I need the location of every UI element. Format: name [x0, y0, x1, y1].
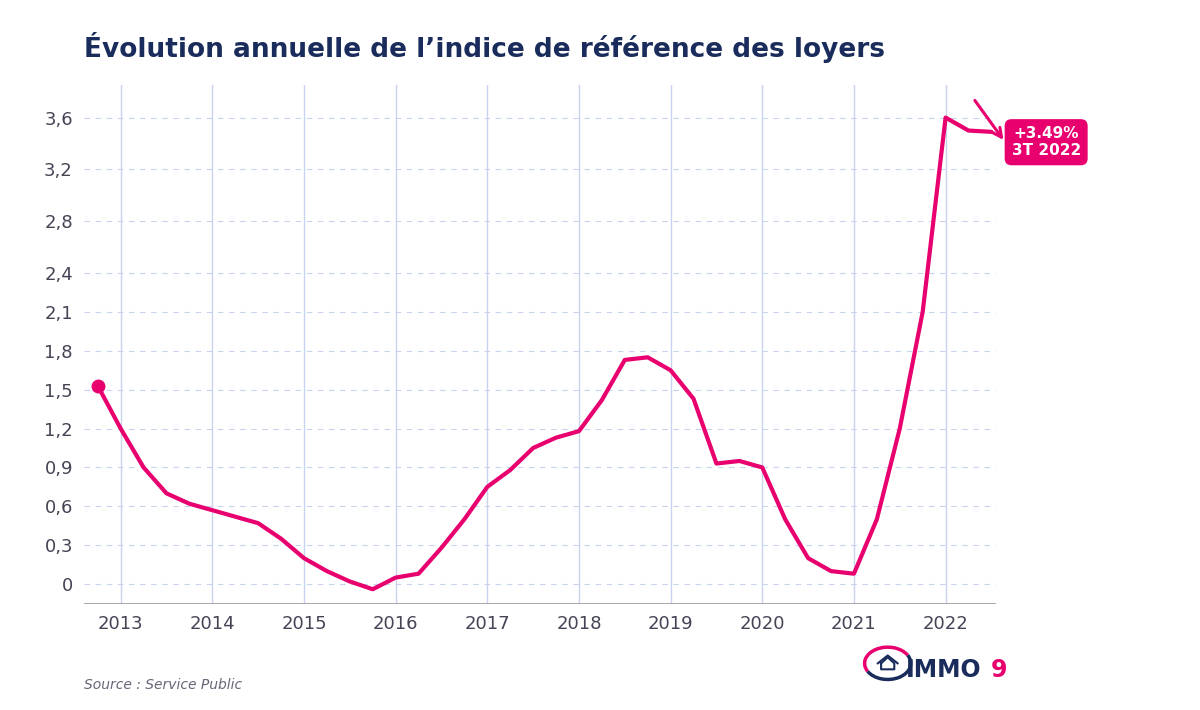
Text: Source : Service Public: Source : Service Public: [84, 678, 242, 692]
Text: 9: 9: [991, 657, 1008, 682]
Text: IMMO: IMMO: [906, 657, 982, 682]
Text: Évolution annuelle de l’indice de référence des loyers: Évolution annuelle de l’indice de référe…: [84, 33, 886, 63]
Text: +3.49%
3T 2022: +3.49% 3T 2022: [1012, 126, 1081, 158]
